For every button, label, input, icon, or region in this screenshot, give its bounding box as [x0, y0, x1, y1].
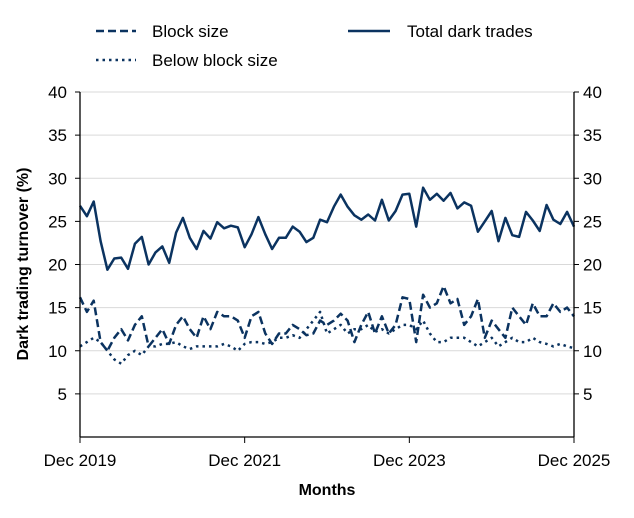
y-tick-label-right: 35 — [583, 126, 602, 145]
y-tick-label-left: 10 — [48, 342, 67, 361]
y-tick-label-right: 25 — [583, 212, 602, 231]
axes — [75, 91, 579, 443]
y-tick-label-left: 25 — [48, 212, 67, 231]
series-line-total-dark-trades — [78, 186, 576, 271]
y-tick-label-right: 20 — [583, 256, 602, 275]
x-axis-label: Months — [299, 482, 356, 499]
x-tick-label: Dec 2019 — [44, 451, 117, 470]
gridlines — [80, 91, 574, 395]
y-axis-label: Dark trading turnover (%) — [15, 168, 32, 361]
series-line-block-size — [78, 284, 575, 353]
y-tick-label-right: 30 — [583, 169, 602, 188]
y-tick-label-left: 5 — [58, 385, 67, 404]
x-tick-label: Dec 2023 — [373, 451, 446, 470]
y-tick-label-right: 5 — [583, 385, 592, 404]
y-tick-label-left: 40 — [48, 83, 67, 102]
y-tick-label-left: 30 — [48, 169, 67, 188]
y-tick-label-right: 10 — [583, 342, 602, 361]
series-line-below-block-size — [79, 310, 575, 365]
y-tick-label-right: 40 — [583, 83, 602, 102]
legend-label-total-dark-trades: Total dark trades — [407, 22, 533, 41]
x-tick-label: Dec 2025 — [538, 451, 611, 470]
y-tick-label-left: 20 — [48, 256, 67, 275]
x-tick-label: Dec 2021 — [208, 451, 281, 470]
y-tick-label-left: 15 — [48, 299, 67, 318]
legend-label-block-size: Block size — [152, 22, 229, 41]
y-tick-label-left: 35 — [48, 126, 67, 145]
tick-labels: 5 5 10 10 15 15 20 20 25 25 30 30 35 35 40 40 Dec 2019 De… — [44, 83, 611, 470]
series-lines — [78, 186, 576, 365]
legend: Block size Below block size Total dark t… — [96, 22, 533, 70]
legend-label-below-block-size: Below block size — [152, 51, 278, 70]
y-tick-label-right: 15 — [583, 299, 602, 318]
